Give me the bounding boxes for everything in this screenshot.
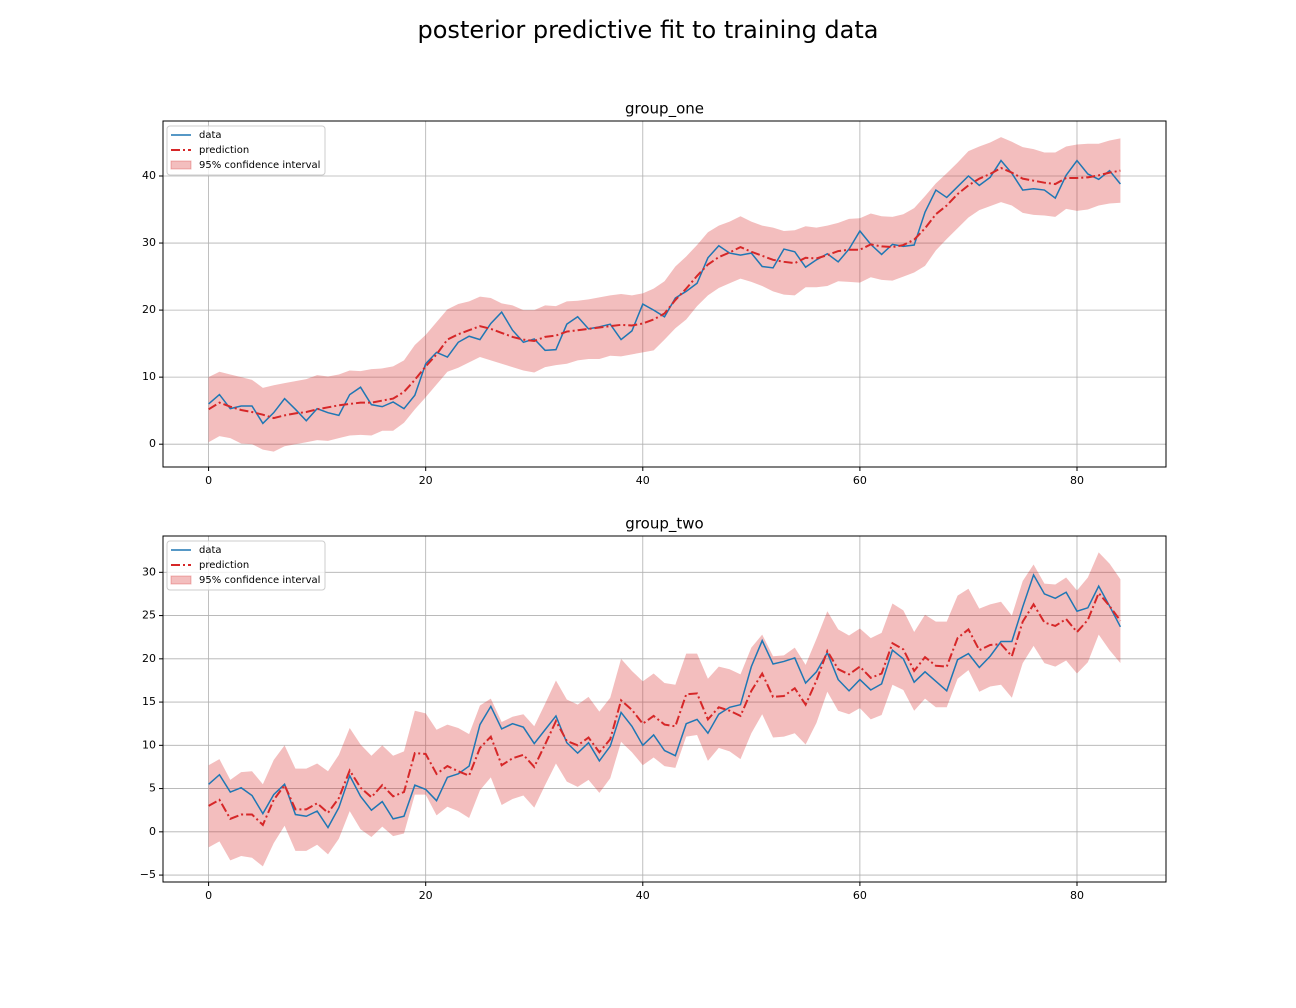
y-tick-label: 25 (142, 609, 156, 622)
y-tick-label: 10 (142, 738, 156, 751)
series-line (208, 159, 1121, 425)
y-tick-label: 30 (142, 236, 156, 249)
x-tick-label: 60 (853, 474, 867, 487)
confidence-band (208, 552, 1121, 867)
x-tick-label: 60 (853, 889, 867, 902)
legend-label: prediction (199, 145, 249, 156)
legend-label: 95% confidence interval (199, 575, 320, 586)
y-tick-label: 40 (142, 169, 156, 182)
axes-frame (162, 535, 1167, 883)
legend-label: prediction (199, 560, 249, 571)
legend-swatch (170, 160, 192, 170)
series-line (208, 591, 1122, 827)
legend-box (166, 540, 326, 591)
y-tick-label: 10 (142, 370, 156, 383)
y-tick-label: 20 (142, 303, 156, 316)
legend-label: data (199, 545, 222, 556)
axes-frame (162, 120, 1167, 468)
axes-title: group_one (625, 100, 704, 119)
y-tick-label: −5 (140, 868, 156, 881)
x-tick-label: 80 (1070, 889, 1084, 902)
x-tick-label: 20 (419, 889, 433, 902)
series-line (208, 573, 1122, 829)
x-tick-label: 40 (636, 474, 650, 487)
legend-box (166, 125, 326, 176)
x-tick-label: 40 (636, 889, 650, 902)
y-tick-label: 30 (142, 565, 156, 578)
y-tick-label: 5 (149, 782, 156, 795)
confidence-band (208, 137, 1121, 452)
y-tick-label: 15 (142, 695, 156, 708)
x-tick-label: 0 (205, 889, 212, 902)
x-tick-label: 80 (1070, 474, 1084, 487)
legend-swatch (170, 575, 192, 585)
legend-label: data (199, 130, 222, 141)
series-line (208, 166, 1121, 420)
x-tick-label: 0 (205, 474, 212, 487)
y-tick-label: 0 (149, 825, 156, 838)
x-tick-label: 20 (419, 474, 433, 487)
axes-title: group_two (625, 515, 703, 534)
legend-label: 95% confidence interval (199, 160, 320, 171)
figure-title: posterior predictive fit to training dat… (418, 16, 879, 44)
y-tick-label: 20 (142, 652, 156, 665)
y-tick-label: 0 (149, 437, 156, 450)
